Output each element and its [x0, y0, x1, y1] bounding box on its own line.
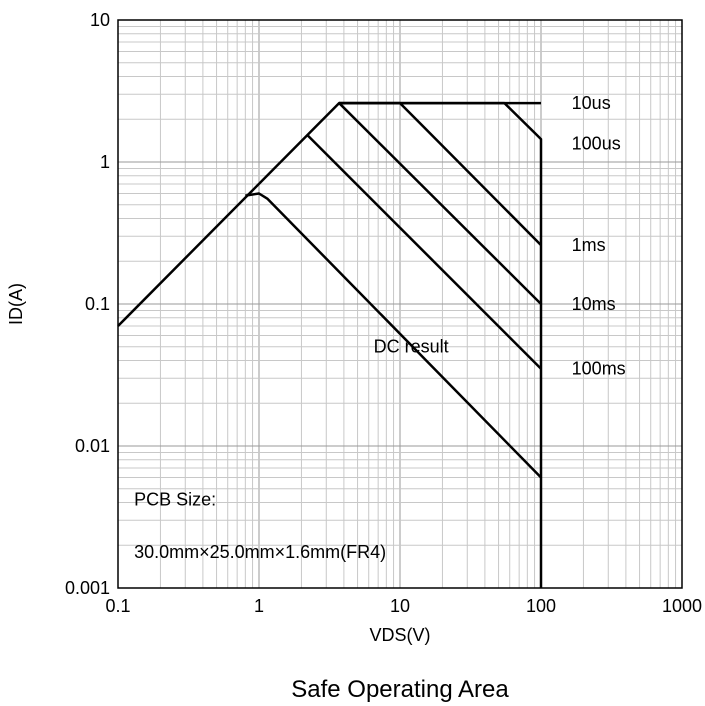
series-label-100ms: 100ms [572, 359, 626, 379]
x-tick-label: 0.1 [105, 596, 130, 616]
x-tick-label: 1000 [662, 596, 702, 616]
x-tick-label: 1 [254, 596, 264, 616]
y-axis-title: ID(A) [6, 283, 26, 325]
y-tick-label: 0.001 [65, 578, 110, 598]
series-label-10ms: 10ms [572, 294, 616, 314]
grid-lines [117, 20, 682, 589]
series-label-dc-result: DC result [374, 337, 449, 357]
series-label-1ms: 1ms [572, 235, 606, 255]
series-line-100ms [306, 134, 542, 370]
plot-frame [117, 19, 683, 589]
series-labels: 10us 100us 1ms 10ms 100ms DC result [374, 93, 626, 379]
series-group [117, 101, 543, 588]
annotation-pcb-size-1: PCB Size: [134, 489, 216, 509]
series-line-dc-result [245, 192, 542, 479]
series-line-1ms [339, 101, 542, 246]
y-tick-label: 1 [100, 152, 110, 172]
tick-labels: 0.1 1 10 100 1000 0.001 0.01 0.1 1 10 [65, 10, 702, 616]
series-line-10ms [117, 101, 542, 327]
x-axis-title: VDS(V) [369, 625, 430, 645]
annotations: PCB Size: 30.0mm×25.0mm×1.6mm(FR4) [134, 489, 386, 561]
x-tick-label: 100 [526, 596, 556, 616]
y-tick-label: 0.1 [85, 294, 110, 314]
y-tick-label: 0.01 [75, 436, 110, 456]
series-line-100us [339, 101, 543, 588]
chart-title: Safe Operating Area [291, 676, 509, 703]
series-label-10us: 10us [572, 93, 611, 113]
y-tick-label: 10 [90, 10, 110, 30]
annotation-pcb-size-2: 30.0mm×25.0mm×1.6mm(FR4) [134, 542, 386, 562]
series-label-100us: 100us [572, 133, 621, 153]
x-tick-label: 10 [390, 596, 410, 616]
